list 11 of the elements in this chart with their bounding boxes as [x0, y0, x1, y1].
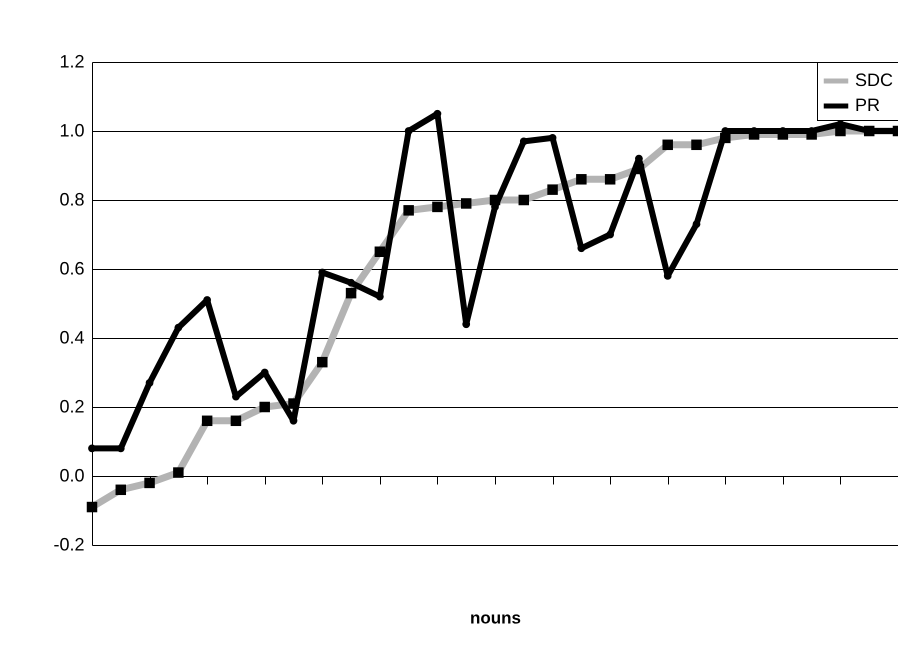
y-tick-label: 0.4 [59, 328, 84, 348]
y-tick-label: -0.2 [53, 534, 84, 554]
y-tick-label: 1.2 [59, 52, 84, 72]
legend-label: PR [855, 95, 880, 115]
y-tick-label: 0.0 [59, 466, 84, 486]
x-axis-title: nouns [470, 608, 521, 628]
y-tick-label: 1.0 [59, 120, 84, 140]
legend-label: SDC [855, 70, 894, 90]
y-tick-label: 0.2 [59, 396, 84, 416]
y-tick-label: 0.8 [59, 190, 84, 210]
y-tick-label: 0.6 [59, 258, 84, 278]
